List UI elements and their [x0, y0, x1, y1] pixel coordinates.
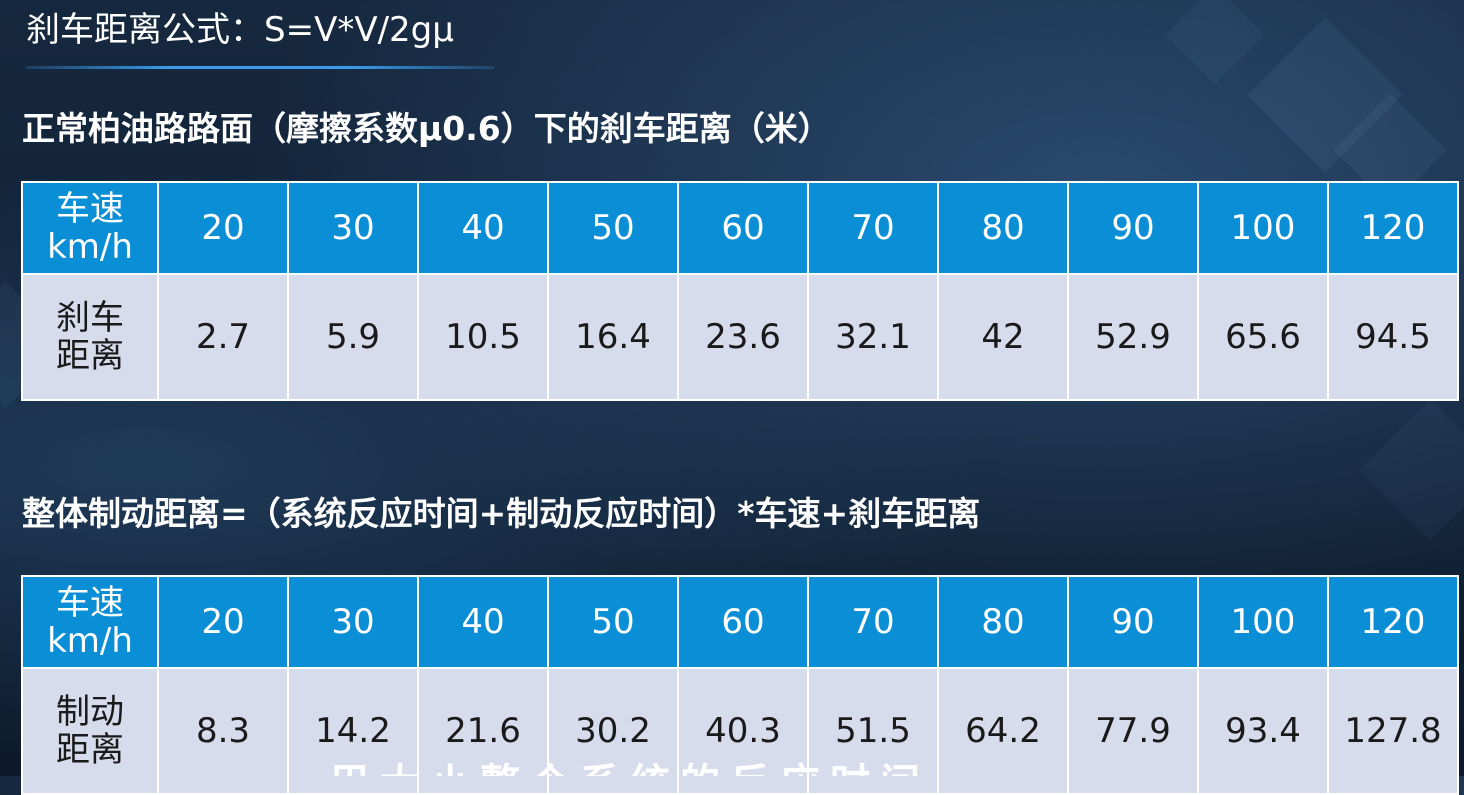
- distance-cell: 42: [937, 273, 1069, 401]
- speed-cell: 90: [1067, 575, 1199, 669]
- distance-cell: 16.4: [547, 273, 679, 401]
- speed-cell: 30: [287, 575, 419, 669]
- speed-cell: 70: [807, 181, 939, 275]
- distance-cell: 23.6: [677, 273, 809, 401]
- distance-cell: 10.5: [417, 273, 549, 401]
- background-diamond: [1359, 399, 1464, 541]
- speed-cell: 20: [157, 575, 289, 669]
- braking-distance-heading: 正常柏油路路面（摩擦系数μ0.6）下的刹车距离（米）: [22, 109, 831, 148]
- total-stopping-distance-table: 车速 km/h 20 30 40 50 60 70 80 90 100 120 …: [21, 575, 1459, 795]
- distance-cell: 21.6: [417, 667, 549, 795]
- speed-cell: 60: [677, 575, 809, 669]
- video-subtitle: 巴大小整个系统的反应时间: [330, 758, 1150, 776]
- speed-cell: 90: [1067, 181, 1199, 275]
- speed-cell: 70: [807, 575, 939, 669]
- speed-cell: 50: [547, 181, 679, 275]
- speed-cell: 100: [1197, 181, 1329, 275]
- braking-distance-row-header: 刹车 距离: [21, 273, 159, 401]
- distance-cell: 127.8: [1327, 667, 1459, 795]
- speed-cell: 60: [677, 181, 809, 275]
- speed-cell: 50: [547, 575, 679, 669]
- braking-distance-row: 刹车 距离 2.7 5.9 10.5 16.4 23.6 32.1 42 52.…: [21, 273, 1459, 401]
- stopping-distance-row: 制动 距离 8.3 14.2 21.6 30.2 40.3 51.5 64.2 …: [21, 667, 1459, 795]
- speed-cell: 20: [157, 181, 289, 275]
- formula-title: 刹车距离公式：S=V*V/2gμ: [26, 10, 454, 50]
- speed-cell: 120: [1327, 181, 1459, 275]
- distance-cell: 93.4: [1197, 667, 1329, 795]
- speed-row: 车速 km/h 20 30 40 50 60 70 80 90 100 120: [21, 181, 1459, 275]
- distance-cell: 52.9: [1067, 273, 1199, 401]
- speed-row-header: 车速 km/h: [21, 575, 159, 669]
- distance-cell: 94.5: [1327, 273, 1459, 401]
- distance-cell: 30.2: [547, 667, 679, 795]
- speed-row-header: 车速 km/h: [21, 181, 159, 275]
- speed-row: 车速 km/h 20 30 40 50 60 70 80 90 100 120: [21, 575, 1459, 669]
- distance-cell: 65.6: [1197, 273, 1329, 401]
- speed-cell: 80: [937, 575, 1069, 669]
- video-subtitle-text: 巴大小整个系统的反应时间: [330, 764, 1150, 776]
- distance-cell: 8.3: [157, 667, 289, 795]
- distance-cell: 77.9: [1067, 667, 1199, 795]
- speed-cell: 30: [287, 181, 419, 275]
- speed-cell: 40: [417, 575, 549, 669]
- speed-cell: 100: [1197, 575, 1329, 669]
- distance-cell: 32.1: [807, 273, 939, 401]
- speed-cell: 80: [937, 181, 1069, 275]
- speed-cell: 40: [417, 181, 549, 275]
- speed-cell: 120: [1327, 575, 1459, 669]
- distance-cell: 14.2: [287, 667, 419, 795]
- braking-distance-table: 车速 km/h 20 30 40 50 60 70 80 90 100 120 …: [21, 181, 1459, 401]
- title-underline: [26, 66, 494, 69]
- distance-cell: 2.7: [157, 273, 289, 401]
- distance-cell: 51.5: [807, 667, 939, 795]
- background-diamond: [1165, 0, 1265, 85]
- stopping-distance-row-header: 制动 距离: [21, 667, 159, 795]
- distance-cell: 5.9: [287, 273, 419, 401]
- distance-cell: 40.3: [677, 667, 809, 795]
- total-stopping-distance-heading: 整体制动距离=（系统反应时间+制动反应时间）*车速+刹车距离: [22, 494, 981, 533]
